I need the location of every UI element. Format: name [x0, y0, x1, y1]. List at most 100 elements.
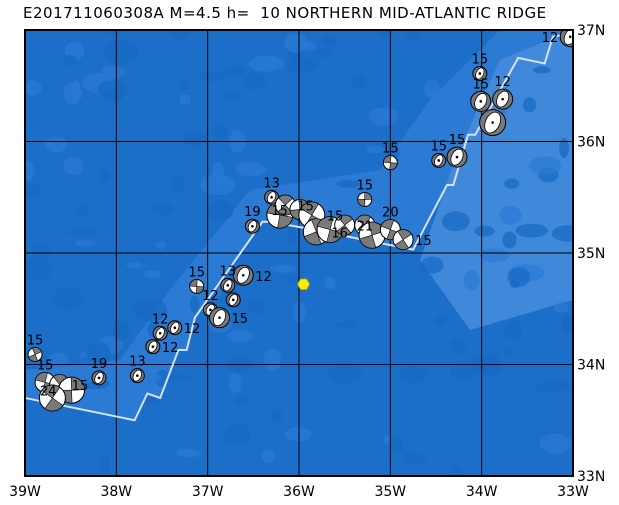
lat-tick-label: 33N: [577, 469, 605, 485]
bathymetry-patch: [86, 341, 111, 365]
beachball-strike-slip[interactable]: [392, 229, 414, 251]
beachball-normal[interactable]: [225, 292, 241, 308]
bathymetry-patch: [287, 225, 297, 244]
lat-tick-label: 34N: [577, 358, 605, 374]
bathymetry-patch: [522, 97, 537, 113]
beachball-strike-slip[interactable]: [189, 278, 205, 294]
bathymetry-patch: [117, 395, 134, 414]
depth-label: 19: [244, 205, 261, 220]
bathymetry-patch: [310, 49, 332, 58]
bathymetry-patch: [537, 381, 572, 392]
compressional-quadrant: [300, 201, 319, 216]
bathymetry-patch: [25, 160, 35, 182]
lat-tick-label: 37N: [577, 23, 605, 39]
beachball-normal[interactable]: [431, 152, 447, 168]
compressional-quadrant: [303, 231, 322, 246]
compressional-quadrant: [70, 376, 85, 391]
beachball-normal[interactable]: [91, 370, 107, 386]
compressional-quadrant: [380, 219, 395, 230]
bathymetry-patch: [379, 30, 388, 39]
beachball-normal[interactable]: [472, 65, 488, 81]
p-axis-dot: [251, 224, 254, 228]
p-axis-dot: [568, 35, 572, 38]
bathymetry-patch: [235, 162, 267, 177]
focal-mechanisms: [27, 27, 580, 412]
beachball-normal[interactable]: [470, 90, 492, 112]
lat-tick-label: 35N: [577, 246, 605, 262]
beachball-normal[interactable]: [129, 368, 145, 384]
beachball-normal[interactable]: [446, 146, 468, 168]
bathymetry-patch: [130, 300, 143, 313]
bathymetry-patch: [75, 204, 90, 218]
bathymetry-patch: [368, 107, 399, 126]
bathymetry-patch: [450, 464, 463, 476]
beachball-strike-slip[interactable]: [334, 214, 356, 236]
beachball-normal[interactable]: [220, 277, 236, 293]
beachball-normal[interactable]: [209, 307, 231, 329]
bathymetry-patch: [432, 113, 451, 133]
bathymetry-patch: [97, 80, 129, 99]
depth-label: 12: [152, 312, 169, 327]
lon-tick-label: 37W: [192, 484, 224, 500]
beachball-normal[interactable]: [559, 27, 580, 48]
compressional-quadrant: [189, 279, 198, 287]
compressional-quadrant: [357, 199, 366, 207]
p-axis-dot: [226, 284, 230, 287]
depth-label: 15: [188, 265, 205, 280]
bathymetry-patch: [284, 33, 309, 53]
depth-label: 15: [356, 178, 373, 193]
depth-label: 15: [297, 200, 314, 215]
depth-label: 19: [91, 357, 108, 372]
compressional-quadrant: [397, 229, 412, 241]
depth-label: 12: [255, 270, 272, 285]
beachball-normal[interactable]: [232, 264, 254, 286]
beachball-strike-slip[interactable]: [382, 155, 398, 171]
bathymetry-patch: [200, 174, 236, 196]
bathymetry-patch: [143, 269, 162, 279]
bathymetry-patch: [405, 31, 420, 41]
bathymetry-patch: [551, 225, 573, 242]
depth-label: 15: [449, 133, 466, 148]
compressional-quadrant: [31, 347, 42, 355]
compressional-quadrant: [278, 194, 294, 206]
bathymetry-patch: [539, 433, 572, 454]
epicenter-icon: [297, 278, 311, 290]
beachball-normal[interactable]: [244, 218, 260, 234]
bathymetry-patch: [442, 211, 470, 232]
beachball-normal[interactable]: [152, 325, 168, 341]
beachball-strike-slip[interactable]: [38, 384, 66, 412]
bathymetry-patch: [288, 274, 300, 286]
depth-label: 15: [472, 52, 489, 67]
bathymetry-patch: [324, 276, 336, 290]
bathymetry-patch: [66, 228, 97, 236]
bathymetry-patch: [293, 300, 306, 324]
beachball-strike-slip[interactable]: [27, 346, 43, 362]
bathymetry-patch: [72, 79, 81, 100]
bathymetry-patch: [503, 345, 514, 359]
bathymetry-patch: [499, 206, 522, 225]
beachball-normal[interactable]: [167, 320, 183, 336]
depth-label: 12: [184, 322, 201, 337]
bathymetry-patch: [235, 394, 249, 407]
bathymetry-patch: [169, 288, 178, 299]
depth-label: 15: [327, 210, 344, 225]
beachball-strike-slip[interactable]: [357, 191, 373, 207]
beachball-normal[interactable]: [479, 109, 507, 137]
bathymetry-patch: [104, 40, 139, 65]
p-axis-dot: [437, 159, 441, 162]
depth-label: 13: [219, 264, 236, 279]
bathymetry-patch: [25, 183, 42, 198]
beachball-normal[interactable]: [145, 339, 161, 355]
bathymetry-patch: [170, 174, 186, 194]
beachball-normal[interactable]: [492, 88, 514, 110]
bathymetry-patch: [25, 258, 53, 281]
p-axis-dot: [491, 121, 494, 124]
bathymetry-patch: [63, 157, 84, 176]
depth-label: 12: [542, 31, 559, 46]
depth-label: 15: [382, 142, 399, 157]
bathymetry-patch: [400, 452, 427, 465]
bathymetry-patch: [170, 30, 191, 40]
compressional-quadrant: [383, 155, 392, 164]
bathymetry-patch: [176, 448, 202, 458]
